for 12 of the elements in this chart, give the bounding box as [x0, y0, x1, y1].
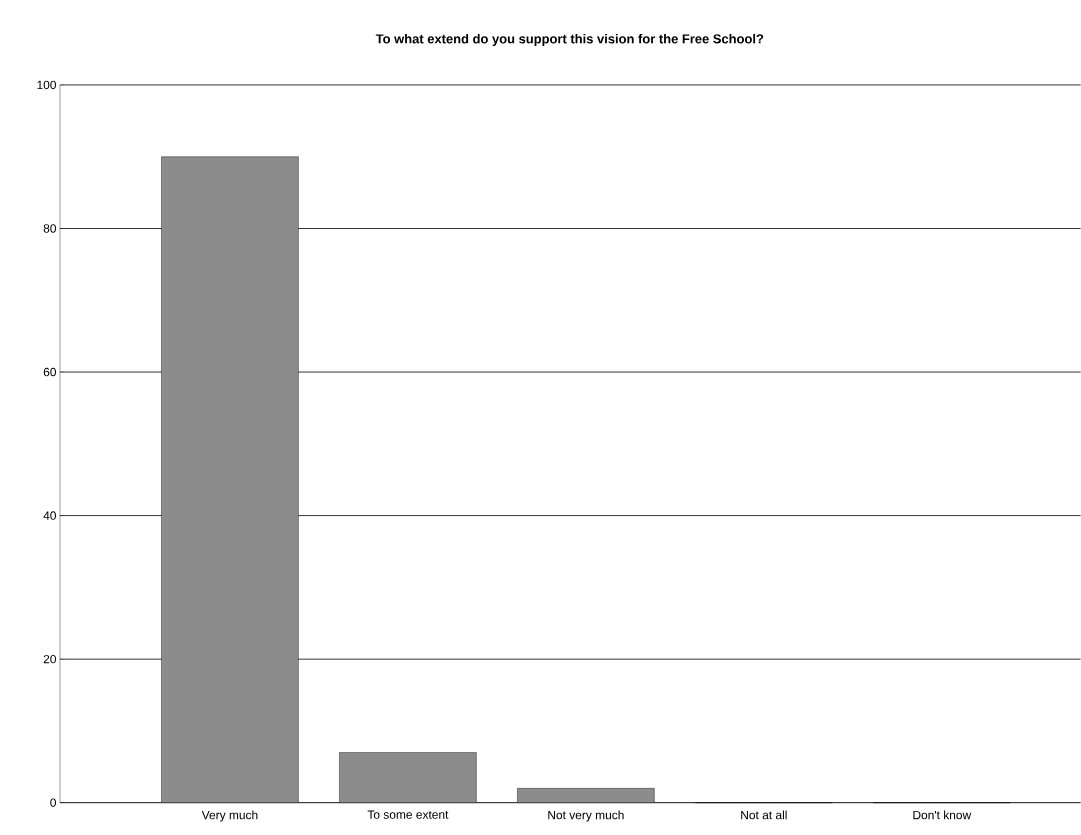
chart-title: To what extend do you support this vision for the Free School?: [375, 34, 764, 47]
y-tick-label: 20: [43, 655, 56, 664]
x-tick-label: Not at all: [741, 810, 787, 820]
y-tick-label: 80: [43, 224, 56, 233]
x-tick-label: To some extent: [367, 810, 449, 819]
y-tick-label: 60: [43, 367, 56, 377]
y-tick-label: 0: [50, 798, 56, 808]
y-tick-label: 40: [43, 511, 56, 520]
x-tick-label: Very much: [201, 810, 258, 822]
x-tick-label: Don't know: [913, 810, 972, 820]
y-tick-label: 100: [37, 80, 56, 90]
x-tick-label: Not very much: [548, 810, 624, 822]
